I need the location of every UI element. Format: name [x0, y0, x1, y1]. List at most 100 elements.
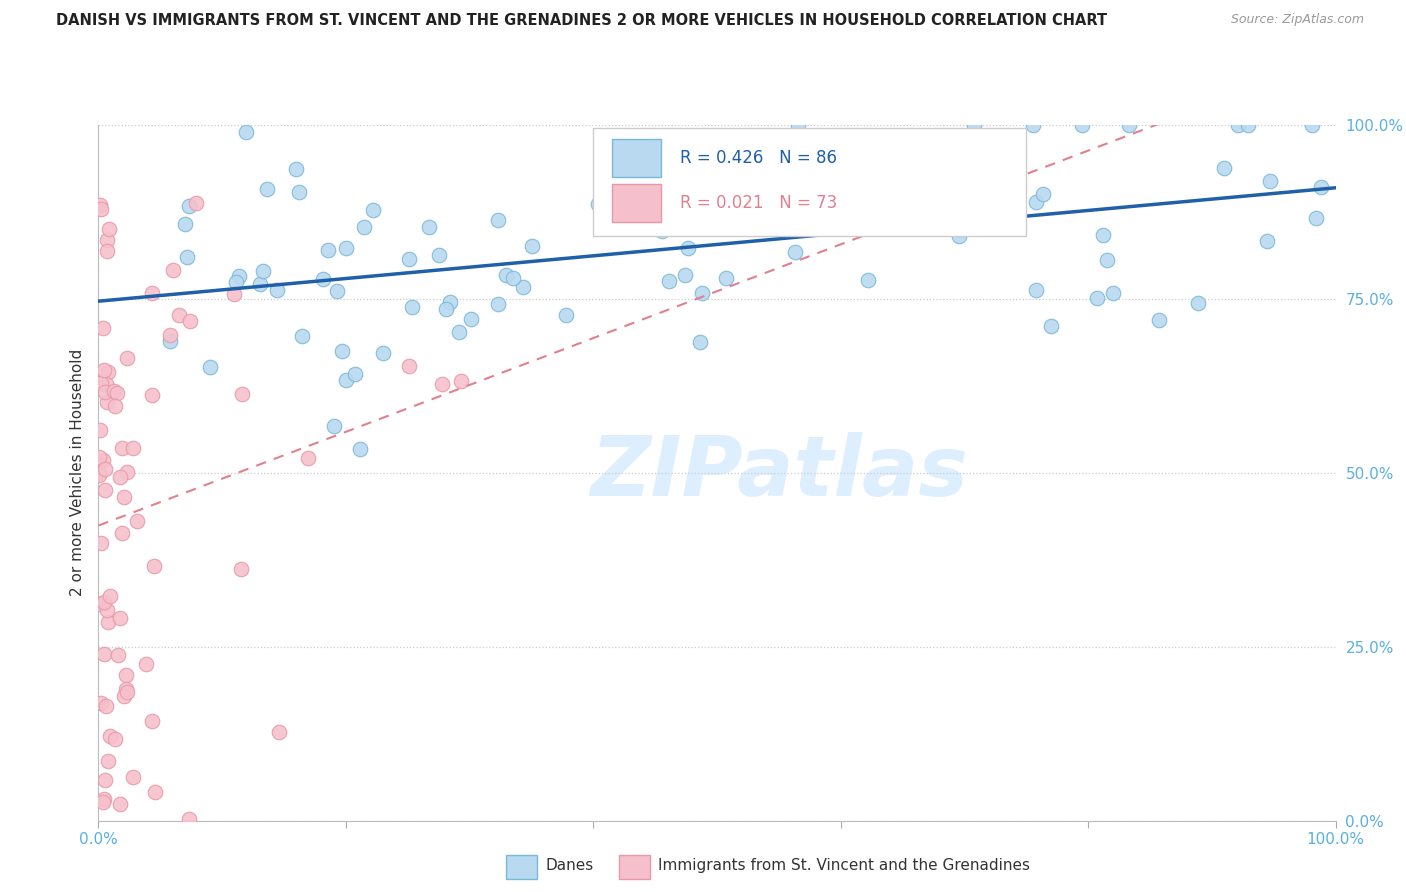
Point — [675, 154, 697, 169]
Point — [108, 470, 131, 484]
Point — [110, 441, 132, 455]
Point — [105, 386, 128, 401]
Text: R = 0.426   N = 86: R = 0.426 N = 86 — [681, 149, 837, 167]
Point — [520, 239, 543, 253]
FancyBboxPatch shape — [612, 139, 661, 177]
Point — [115, 685, 138, 699]
Point — [252, 263, 274, 277]
Point — [229, 562, 252, 576]
Point — [651, 224, 673, 238]
Point — [97, 615, 120, 629]
Point — [107, 648, 129, 662]
Point — [678, 241, 700, 255]
Point — [97, 754, 120, 768]
Point — [96, 395, 118, 409]
Point — [90, 202, 112, 216]
Text: Immigrants from St. Vincent and the Grenadines: Immigrants from St. Vincent and the Gren… — [658, 858, 1031, 872]
Point — [322, 418, 344, 433]
Point — [1071, 118, 1094, 132]
Point — [335, 241, 357, 255]
Point — [104, 731, 127, 746]
Point — [91, 453, 114, 467]
Point — [267, 725, 290, 739]
Point — [108, 797, 131, 812]
Point — [100, 589, 122, 603]
Point — [141, 285, 163, 300]
Point — [1025, 194, 1047, 209]
Point — [439, 295, 461, 310]
Point — [326, 285, 349, 299]
Point — [96, 603, 118, 617]
Point — [89, 597, 111, 611]
Point — [689, 335, 711, 350]
Point — [127, 514, 149, 528]
Point — [159, 334, 181, 348]
Text: Source: ZipAtlas.com: Source: ZipAtlas.com — [1230, 13, 1364, 27]
Point — [90, 536, 112, 550]
Point — [1236, 118, 1258, 132]
Point — [1187, 295, 1209, 310]
Point — [332, 344, 354, 359]
Point — [291, 329, 314, 343]
Point — [316, 243, 339, 257]
Point — [398, 359, 420, 373]
Point — [495, 268, 517, 283]
Point — [87, 450, 110, 464]
Point — [159, 328, 181, 343]
Point — [287, 186, 309, 200]
Point — [297, 450, 319, 465]
Point — [349, 442, 371, 456]
FancyBboxPatch shape — [593, 128, 1026, 236]
Point — [343, 367, 366, 381]
Point — [97, 365, 120, 379]
Point — [94, 462, 117, 476]
Point — [179, 314, 201, 328]
Point — [177, 812, 200, 826]
Point — [98, 222, 121, 236]
Point — [94, 376, 117, 391]
Point — [361, 202, 384, 217]
Point — [112, 490, 135, 504]
Point — [93, 792, 115, 806]
Point — [93, 647, 115, 661]
Point — [588, 197, 610, 211]
Point — [176, 250, 198, 264]
Point — [94, 772, 117, 787]
Point — [111, 526, 134, 541]
Point — [1256, 234, 1278, 248]
Point — [115, 351, 138, 365]
Point — [93, 385, 115, 400]
Point — [779, 198, 801, 212]
Point — [312, 272, 335, 286]
Point — [167, 308, 190, 322]
Point — [89, 198, 111, 212]
Point — [353, 220, 375, 235]
Point — [1301, 118, 1323, 132]
Point — [249, 277, 271, 291]
Point — [950, 184, 973, 198]
Point — [401, 301, 423, 315]
Point — [89, 423, 111, 437]
Point — [373, 345, 395, 359]
Point — [228, 269, 250, 284]
Point — [1085, 291, 1108, 305]
Point — [235, 125, 257, 139]
Point — [963, 118, 986, 132]
Point — [90, 697, 112, 711]
Point — [115, 681, 138, 696]
Point — [141, 714, 163, 729]
Point — [122, 442, 145, 456]
Point — [447, 325, 470, 339]
Text: ZIPatlas: ZIPatlas — [591, 433, 967, 513]
Point — [948, 228, 970, 243]
Point — [714, 271, 737, 285]
Point — [104, 399, 127, 413]
Point — [103, 384, 125, 399]
Point — [1040, 318, 1063, 333]
Point — [93, 483, 115, 497]
Point — [89, 466, 111, 480]
Point — [1227, 118, 1250, 132]
Point — [173, 217, 195, 231]
Point — [266, 284, 288, 298]
Point — [285, 161, 308, 176]
